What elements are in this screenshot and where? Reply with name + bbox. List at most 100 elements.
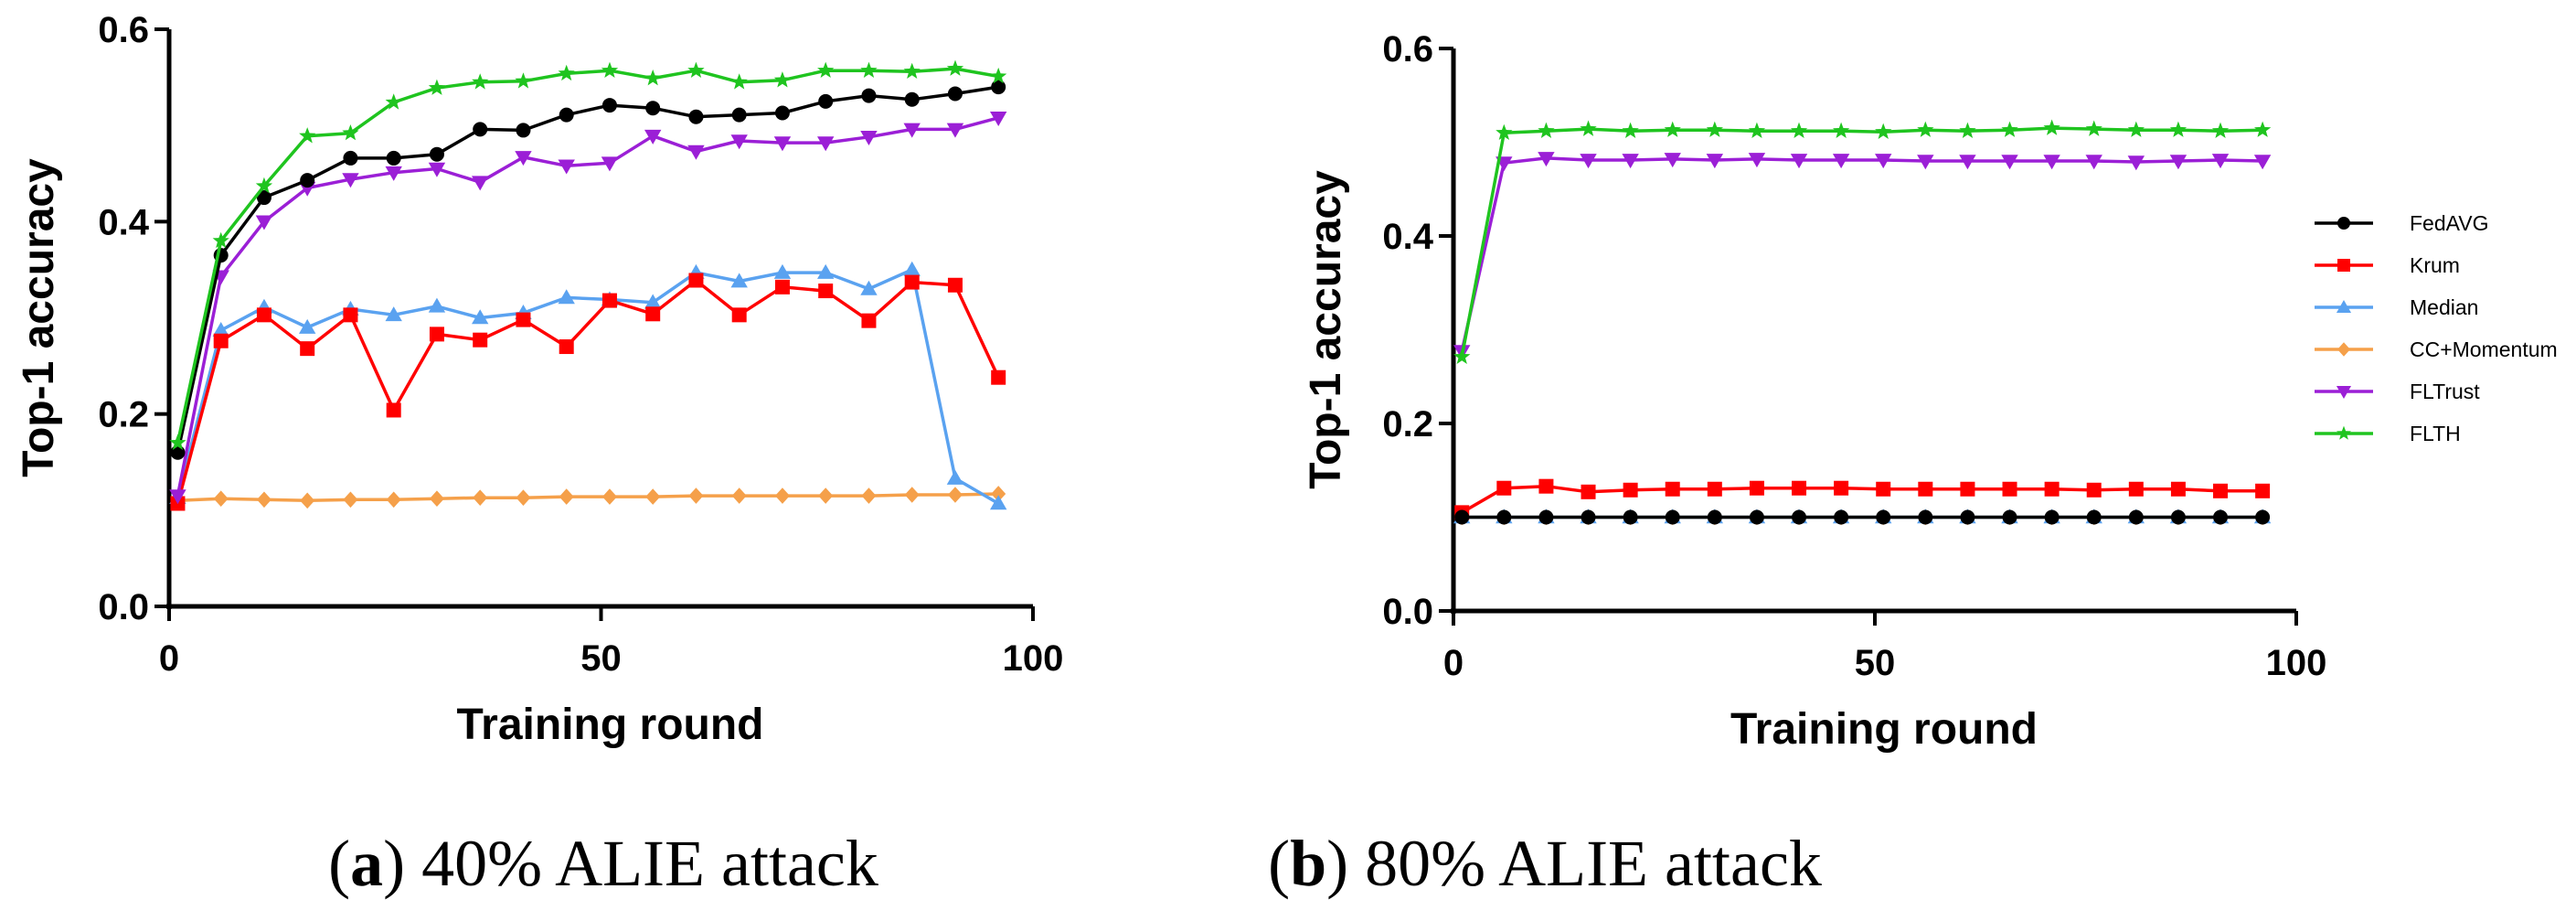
data-point-fltrust <box>255 215 273 230</box>
data-point-flth <box>299 127 316 144</box>
y-axis-label: Top-1 accuracy <box>1302 170 1350 489</box>
data-point-fedavg <box>2086 509 2102 525</box>
data-point-flth <box>1496 123 1513 140</box>
data-point-krum <box>2170 481 2186 497</box>
data-point-krum <box>1581 484 1596 499</box>
data-point-krum <box>1707 481 1722 497</box>
y-tick-label: 0.4 <box>98 202 149 242</box>
series-krum <box>1454 478 2271 520</box>
data-point-fltrust <box>385 166 402 181</box>
data-point-krum <box>947 277 963 293</box>
data-point-fltrust <box>1538 152 1555 167</box>
series-cc-momentum <box>170 486 1006 509</box>
data-point-flth <box>2211 122 2230 138</box>
data-point-krum <box>473 332 488 348</box>
data-point-krum <box>1960 481 1975 497</box>
data-point-krum <box>688 273 704 288</box>
legend-item-fltrust: FLTrust <box>2315 380 2480 403</box>
data-point-fedavg <box>731 107 747 123</box>
data-point-krum <box>386 402 401 418</box>
data-point-median <box>472 309 489 325</box>
data-point-cc-momentum <box>861 487 877 504</box>
data-point-fltrust <box>817 136 835 152</box>
data-point-krum <box>213 333 229 348</box>
legend-label: Median <box>2410 295 2478 319</box>
data-point-fltrust <box>1790 154 1808 169</box>
data-point-fedavg <box>645 101 661 116</box>
legend-label: FLTrust <box>2410 380 2480 403</box>
data-point-krum <box>1749 480 1764 496</box>
chart-panel-a: 0.0 0.2 0.4 0.6 0 50 100 Training round Top-1 ac… <box>15 10 1063 749</box>
series-krum <box>170 273 1006 511</box>
data-point-fedavg <box>256 190 271 206</box>
data-point-fltrust <box>1622 154 1639 169</box>
data-point-krum <box>2128 481 2144 497</box>
data-point-krum <box>731 307 747 323</box>
data-point-fedavg <box>170 444 186 460</box>
legend-marker <box>2336 386 2352 400</box>
data-point-flth <box>1790 122 1808 138</box>
series-fedavg <box>170 80 1006 460</box>
data-point-fltrust <box>2211 154 2230 169</box>
legend-item-cc-momentum: CC+Momentum <box>2315 337 2558 361</box>
data-point-krum <box>343 307 358 323</box>
data-point-fedavg <box>904 91 920 107</box>
legend-label: FLTH <box>2410 422 2461 445</box>
legend-marker <box>2337 217 2350 230</box>
data-point-krum <box>991 369 1006 385</box>
data-point-flth <box>730 73 748 90</box>
data-point-flth <box>903 62 921 79</box>
data-point-fedavg <box>1538 509 1554 525</box>
data-point-cc-momentum <box>601 488 617 505</box>
data-point-fltrust <box>2169 155 2187 170</box>
data-point-fedavg <box>1876 509 1891 525</box>
data-point-fedavg <box>473 122 488 137</box>
data-point-fedavg <box>1581 509 1596 525</box>
data-point-fedavg <box>1960 509 1975 525</box>
data-point-cc-momentum <box>904 487 920 503</box>
data-point-fedavg <box>1665 509 1680 525</box>
data-point-fltrust <box>903 123 921 138</box>
data-point-fedavg <box>991 80 1006 95</box>
data-point-fedavg <box>1918 509 1933 525</box>
data-point-cc-momentum <box>386 491 401 509</box>
legend-item-median: Median <box>2315 295 2478 319</box>
data-point-median <box>212 321 229 337</box>
data-point-krum <box>2002 481 2017 497</box>
data-point-median <box>730 273 748 288</box>
data-point-krum <box>774 279 790 295</box>
series-flth <box>1453 119 2272 364</box>
data-point-fltrust <box>472 176 489 191</box>
data-point-cc-momentum <box>516 489 531 506</box>
legend-label: Krum <box>2410 253 2460 277</box>
data-point-flth <box>1538 122 1555 138</box>
data-point-cc-momentum <box>213 490 229 508</box>
data-point-fedavg <box>429 146 444 162</box>
caption-paren-open: ( <box>1268 827 1290 900</box>
data-point-fltrust <box>1959 155 1976 170</box>
data-point-flth <box>385 93 402 110</box>
data-point-fltrust <box>169 489 186 505</box>
data-point-krum <box>1623 482 1638 498</box>
data-point-cc-momentum <box>300 492 315 509</box>
data-point-fltrust <box>1875 154 1892 169</box>
data-point-cc-momentum <box>818 487 834 504</box>
data-point-krum <box>256 307 271 323</box>
data-point-median <box>817 263 835 279</box>
caption-panel-b: (b) 80% ALIE attack <box>1268 827 1822 900</box>
data-point-fedavg <box>2255 509 2271 525</box>
data-point-flth <box>1453 348 1471 364</box>
data-point-fedavg <box>343 150 358 166</box>
data-point-median <box>903 261 921 276</box>
legend-marker <box>2336 425 2351 440</box>
y-tick-label: 0.6 <box>98 10 149 50</box>
data-point-flth <box>212 231 229 249</box>
x-tick-label: 100 <box>1003 638 1064 679</box>
data-point-flth <box>687 61 705 78</box>
series-line-flth <box>176 67 999 444</box>
data-point-median <box>990 495 1007 510</box>
data-point-fedavg <box>559 107 574 123</box>
caption-paren-open: ( <box>328 827 350 900</box>
data-point-flth <box>2127 121 2145 137</box>
